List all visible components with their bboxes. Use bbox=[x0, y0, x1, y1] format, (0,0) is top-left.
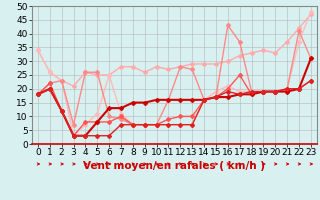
X-axis label: Vent moyen/en rafales ( km/h ): Vent moyen/en rafales ( km/h ) bbox=[84, 161, 265, 171]
